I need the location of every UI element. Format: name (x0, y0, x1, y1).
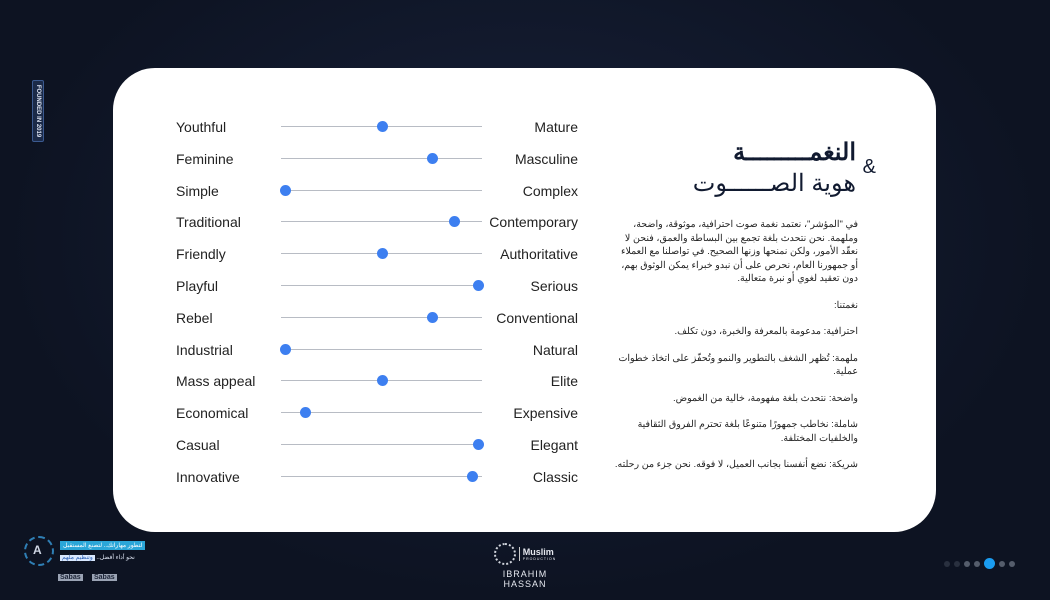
footer-brand: Muslim PRODUCTION IBRAHIM HASSAN (480, 543, 570, 589)
page-dot[interactable] (1009, 560, 1015, 567)
scale-left-label: Industrial (176, 341, 233, 358)
slider-knob[interactable] (280, 343, 292, 355)
tagline-1: لتطور مهاراتك.. لتصنع المستقبل (60, 541, 146, 550)
scale-row: Innovative Classic (176, 467, 578, 487)
scale-row: Simple Complex (176, 181, 578, 201)
scale-slider[interactable] (281, 152, 482, 164)
tagline-2-highlight: وتنظيم ملهم (60, 555, 95, 561)
tagline-2: نحو أداء أفضل.. وتنظيم ملهم (60, 554, 135, 561)
scale-left-label: Playful (176, 278, 219, 294)
scale-row: Feminine Masculine (176, 149, 578, 169)
page-title: النغمـــــــــة هوية الصــــــوت (693, 138, 856, 198)
scale-left-label: Friendly (176, 246, 226, 263)
scale-slider[interactable] (281, 375, 482, 387)
page-dot[interactable] (964, 560, 970, 567)
ampersand: & (862, 156, 876, 178)
scale-slider[interactable] (281, 248, 482, 260)
page-dot[interactable] (954, 560, 960, 567)
page-dot[interactable] (984, 558, 995, 569)
sabas-badge: Sabas (58, 574, 83, 581)
scale-left-label: Casual (176, 437, 220, 453)
brand-name: Muslim (522, 547, 554, 557)
scale-right-label: Complex (522, 182, 578, 199)
paragraph: واضحة: نتحدث بلغة مفهومة، خالية من الغمو… (672, 392, 858, 404)
scale-row: Youthful Mature (176, 117, 578, 137)
founded-label: FOUNDED IN 2019 (35, 84, 41, 138)
scale-left-label: Youthful (176, 119, 227, 135)
slider-knob[interactable] (376, 248, 388, 260)
scale-row: Industrial Natural (176, 340, 578, 360)
sabas-badge: Sabas (92, 574, 117, 581)
scale-right-label: Masculine (514, 150, 578, 167)
slider-knob[interactable] (448, 216, 460, 228)
scale-row: Mass appeal Elite (176, 371, 578, 391)
slider-knob[interactable] (466, 470, 478, 482)
scale-right-label: Contemporary (489, 214, 578, 231)
scale-row: Traditional Contemporary (176, 212, 578, 232)
page-dot[interactable] (999, 560, 1005, 567)
scale-right-label: Natural (532, 341, 578, 358)
author-name: IBRAHIM HASSAN (502, 569, 548, 589)
scale-slider[interactable] (281, 470, 482, 482)
slider-knob[interactable] (300, 407, 312, 419)
slider-knob[interactable] (376, 375, 388, 387)
scale-right-label: Conventional (496, 309, 578, 326)
scale-right-label: Serious (530, 278, 578, 294)
title-line-2: هوية الصــــــوت (692, 170, 856, 197)
scale-slider[interactable] (280, 343, 482, 355)
paragraph: في "المؤشر"، نعتمد نغمة صوت احترافية، مو… (621, 219, 858, 284)
scale-row: Playful Serious (176, 276, 578, 296)
paragraph: شاملة: نخاطب جمهورًا متنوعًا بلغة تحترم … (637, 419, 858, 444)
description: في "المؤشر"، نعتمد نغمة صوت احترافية، مو… (613, 218, 858, 485)
scale-slider[interactable] (281, 407, 482, 419)
scale-left-label: Simple (176, 182, 219, 199)
scale-row: Friendly Authoritative (176, 244, 578, 264)
scale-slider[interactable] (281, 311, 482, 323)
scale-slider[interactable] (280, 184, 482, 196)
tagline-2-text: نحو أداء أفضل.. (96, 555, 135, 561)
paragraph: نغمتنا: (834, 299, 858, 311)
paragraph: شريكة: نضع أنفسنا بجانب العميل، لا فوقه.… (614, 459, 858, 470)
scale-right-label: Expensive (513, 405, 578, 422)
scale-slider[interactable] (281, 439, 484, 450)
scale-left-label: Mass appeal (176, 373, 256, 390)
scale-right-label: Classic (532, 468, 578, 485)
scale-right-label: Mature (534, 119, 578, 135)
pagination (944, 558, 1015, 569)
scale-right-label: Elegant (530, 437, 578, 453)
slider-knob[interactable] (280, 184, 292, 196)
slider-knob[interactable] (426, 311, 438, 323)
scale-row: Casual Elegant (176, 435, 578, 455)
scale-left-label: Feminine (176, 150, 234, 167)
brand-sub: PRODUCTION (522, 557, 557, 561)
page-dot[interactable] (944, 560, 950, 567)
page-dot[interactable] (974, 560, 980, 567)
slider-knob[interactable] (472, 280, 484, 291)
scale-row: Rebel Conventional (176, 308, 578, 328)
scale-left-label: Traditional (176, 214, 241, 231)
paragraph: ملهمة: تُظهر الشغف بالتطوير والنمو وتُحف… (618, 352, 858, 378)
scale-left-label: Economical (176, 405, 249, 422)
scale-left-label: Innovative (176, 468, 240, 485)
scale-left-label: Rebel (176, 309, 213, 326)
scale-row: Economical Expensive (176, 403, 578, 423)
content-card: Youthful Mature Feminine Masculine Simple … (113, 68, 936, 532)
ornament-logo-icon (493, 543, 516, 565)
logo-icon: A (24, 536, 54, 566)
founded-badge: FOUNDED IN 2019 (32, 80, 44, 142)
slider-knob[interactable] (376, 121, 388, 132)
scale-slider[interactable] (281, 121, 482, 132)
scale-right-label: Authoritative (500, 246, 578, 263)
slider-knob[interactable] (472, 439, 484, 450)
slider-knob[interactable] (426, 152, 438, 164)
title-line-1: النغمـــــــــة (733, 139, 856, 166)
scale-right-label: Elite (550, 373, 578, 390)
scale-slider[interactable] (281, 216, 482, 228)
scale-slider[interactable] (281, 280, 484, 291)
paragraph: احترافية: مدعومة بالمعرفة والخبرة، دون ت… (674, 326, 858, 337)
